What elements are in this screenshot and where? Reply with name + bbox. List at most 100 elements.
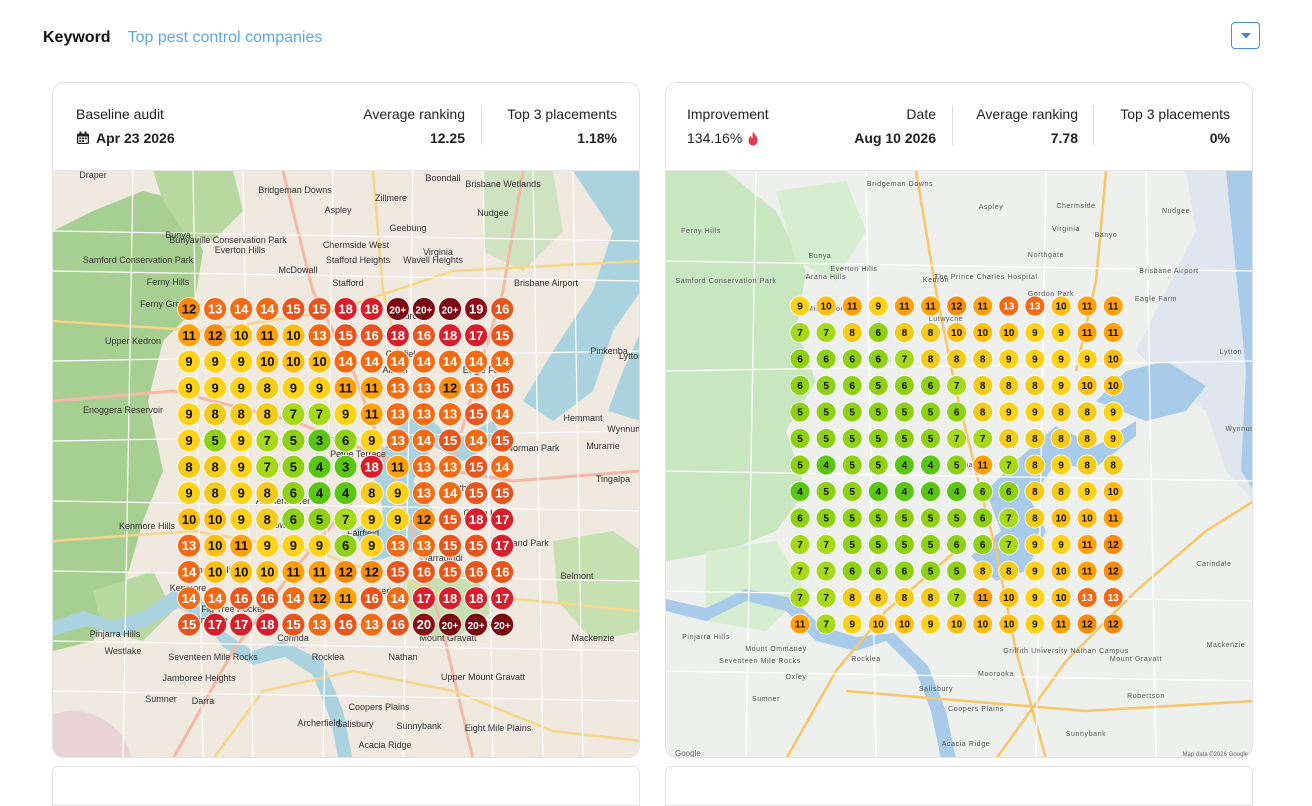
rank-pin[interactable]: 10 [177, 507, 201, 532]
rank-pin[interactable]: 5 [893, 507, 915, 529]
rank-pin[interactable]: 11 [841, 295, 863, 317]
rank-pin[interactable]: 5 [920, 507, 941, 529]
rank-pin[interactable]: 6 [333, 533, 358, 558]
rank-pin[interactable]: 5 [281, 454, 306, 479]
rank-pin[interactable]: 14 [177, 560, 201, 584]
rank-pin[interactable]: 16 [255, 586, 280, 611]
rank-pin[interactable]: 8 [893, 587, 915, 608]
rank-pin[interactable]: 14 [411, 428, 436, 453]
rank-pin[interactable]: 7 [815, 587, 837, 608]
rank-pin[interactable]: 10 [255, 560, 280, 584]
rank-pin[interactable]: 10 [815, 295, 837, 317]
rank-pin[interactable]: 4 [867, 481, 889, 502]
rank-pin[interactable]: 14 [281, 586, 306, 611]
rank-pin[interactable]: 13 [385, 375, 410, 400]
rank-pin[interactable]: 15 [464, 402, 489, 427]
rank-pin[interactable]: 9 [255, 533, 280, 558]
rank-pin[interactable]: 6 [867, 322, 889, 343]
rank-pin[interactable]: 18 [464, 507, 489, 532]
rank-pin[interactable]: 11 [333, 586, 358, 611]
rank-pin[interactable]: 8 [255, 507, 280, 532]
rank-pin[interactable]: 10 [1102, 375, 1124, 396]
rank-pin[interactable]: 9 [281, 533, 306, 558]
rank-pin[interactable]: 9 [177, 428, 201, 453]
rank-pin[interactable]: 11 [1102, 295, 1124, 317]
rank-pin[interactable]: 7 [281, 402, 306, 427]
rank-pin[interactable]: 8 [1050, 481, 1072, 502]
rank-pin[interactable]: 11 [972, 454, 994, 476]
rank-pin[interactable]: 6 [841, 375, 863, 396]
rank-pin[interactable]: 9 [359, 533, 384, 558]
rank-pin[interactable]: 13 [411, 402, 436, 427]
rank-pin[interactable]: 5 [867, 375, 889, 396]
rank-pin[interactable]: 6 [281, 507, 306, 532]
rank-pin[interactable]: 5 [893, 401, 915, 423]
rank-pin[interactable]: 14 [385, 586, 410, 611]
rank-pin[interactable]: 8 [1076, 401, 1098, 423]
rank-pin[interactable]: 8 [998, 428, 1020, 449]
rank-pin[interactable]: 15 [490, 428, 515, 453]
rank-pin[interactable]: 5 [789, 401, 811, 423]
rank-pin[interactable]: 9 [1050, 322, 1072, 343]
rank-pin[interactable]: 10 [281, 349, 306, 374]
rank-pin[interactable]: 8 [177, 454, 201, 479]
rank-pin[interactable]: 9 [229, 375, 254, 400]
rank-pin[interactable]: 12 [438, 375, 462, 400]
rank-pin[interactable]: 15 [464, 454, 489, 479]
rank-pin[interactable]: 7 [789, 534, 811, 555]
rank-pin[interactable]: 13 [464, 375, 489, 400]
rank-pin[interactable]: 9 [177, 349, 201, 374]
rank-pin[interactable]: 9 [920, 613, 941, 635]
rank-pin[interactable]: 5 [815, 401, 837, 423]
rank-pin[interactable]: 5 [307, 507, 332, 532]
rank-pin[interactable]: 9 [1076, 481, 1098, 502]
rank-pin[interactable]: 4 [307, 454, 332, 479]
rank-pin[interactable]: 15 [307, 297, 332, 321]
rank-pin[interactable]: 9 [359, 507, 384, 532]
rank-pin[interactable]: 5 [815, 507, 837, 529]
rank-pin[interactable]: 8 [946, 348, 968, 370]
rank-pin[interactable]: 7 [255, 428, 280, 453]
rank-pin[interactable]: 11 [177, 323, 201, 348]
rank-pin[interactable]: 8 [920, 348, 941, 370]
rank-pin[interactable]: 8 [972, 401, 994, 423]
rank-pin[interactable]: 8 [1102, 454, 1124, 476]
rank-pin[interactable]: 18 [438, 586, 462, 611]
rank-pin[interactable]: 8 [1076, 454, 1098, 476]
rank-pin[interactable]: 5 [815, 481, 837, 502]
rank-pin[interactable]: 6 [789, 507, 811, 529]
rank-pin[interactable]: 11 [359, 375, 384, 400]
rank-pin[interactable]: 4 [920, 454, 941, 476]
rank-pin[interactable]: 9 [1050, 375, 1072, 396]
rank-pin[interactable]: 6 [789, 348, 811, 370]
rank-pin[interactable]: 13 [203, 297, 228, 321]
rank-pin[interactable]: 9 [359, 428, 384, 453]
rank-pin[interactable]: 4 [333, 481, 358, 506]
rank-pin[interactable]: 13 [411, 375, 436, 400]
rank-pin[interactable]: 13 [998, 295, 1020, 317]
rank-pin[interactable]: 11 [1076, 534, 1098, 555]
rank-pin[interactable]: 8 [229, 402, 254, 427]
rank-pin[interactable]: 12 [946, 295, 968, 317]
rank-pin[interactable]: 14 [229, 297, 254, 321]
rank-pin[interactable]: 11 [1102, 322, 1124, 343]
rank-pin[interactable]: 16 [411, 323, 436, 348]
rank-pin[interactable]: 9 [1102, 428, 1124, 449]
rank-pin[interactable]: 5 [920, 401, 941, 423]
rank-pin[interactable]: 10 [1102, 348, 1124, 370]
rank-pin[interactable]: 9 [1024, 613, 1046, 635]
rank-pin[interactable]: 10 [229, 323, 254, 348]
rank-pin[interactable]: 8 [203, 402, 228, 427]
rank-pin[interactable]: 8 [893, 322, 915, 343]
rank-pin[interactable]: 6 [972, 534, 994, 555]
rank-pin[interactable]: 20+ [411, 297, 436, 321]
rank-pin[interactable]: 8 [1024, 481, 1046, 502]
rank-pin[interactable]: 8 [1050, 401, 1072, 423]
rank-pin[interactable]: 10 [203, 533, 228, 558]
rank-pin[interactable]: 9 [1050, 534, 1072, 555]
baseline-map[interactable]: Draper Bridgeman Downs Aspley Zillmere Boond… [53, 171, 639, 757]
rank-pin[interactable]: 9 [281, 375, 306, 400]
rank-pin[interactable]: 16 [333, 612, 358, 637]
rank-pin[interactable]: 4 [920, 481, 941, 502]
rank-pin[interactable]: 6 [972, 481, 994, 502]
